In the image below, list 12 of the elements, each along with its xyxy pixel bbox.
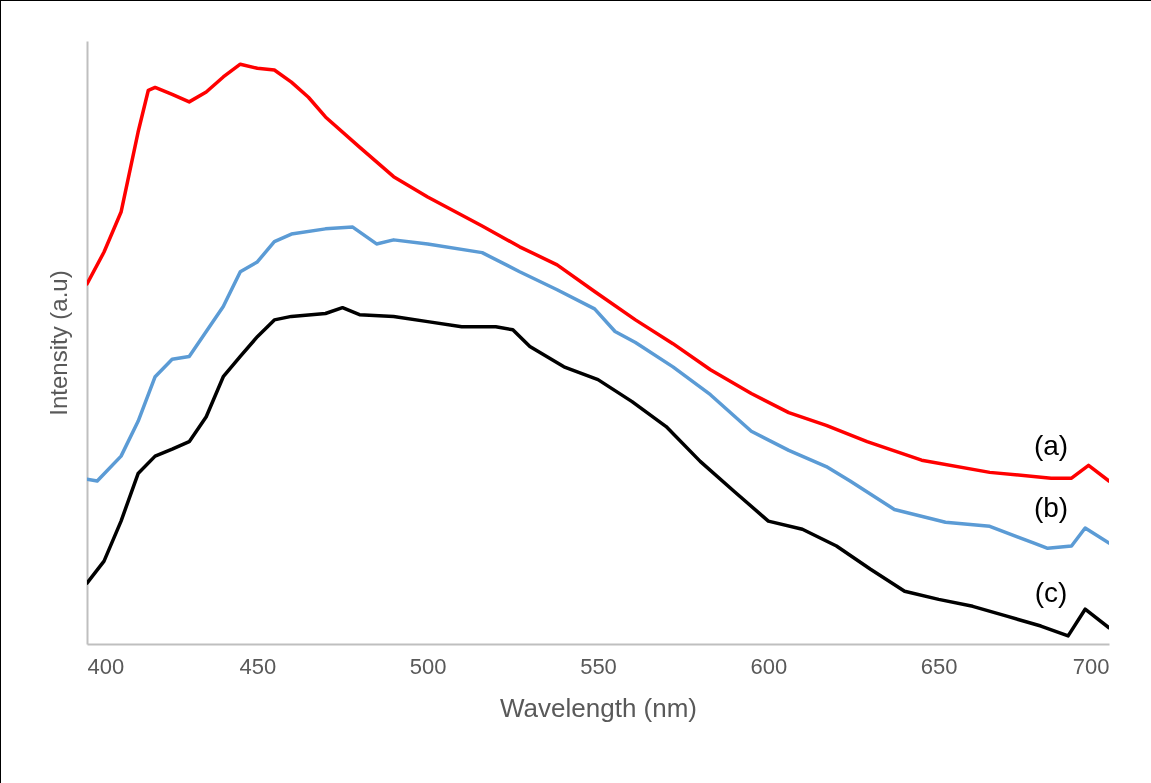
x-tick-label: 650	[920, 653, 958, 679]
series-label: (a)	[1033, 430, 1069, 462]
x-tick-label: 450	[239, 653, 277, 679]
x-tick-label: 500	[409, 653, 447, 679]
x-tick-label: 700	[1072, 653, 1110, 679]
x-tick-label: 550	[580, 653, 617, 679]
x-tick-label: 400	[87, 653, 125, 679]
series-label: (b)	[1033, 492, 1069, 524]
y-axis-title: Intensity (a.u)	[44, 270, 72, 416]
series-label: (c)	[1034, 576, 1068, 608]
x-axis-title: Wavelength (nm)	[500, 692, 697, 723]
x-tick-label: 600	[750, 653, 788, 679]
